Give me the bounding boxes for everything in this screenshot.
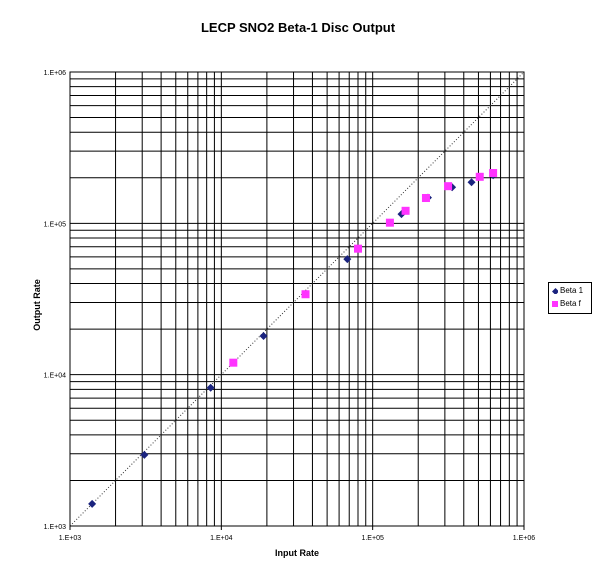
x-tick-label: 1.E+03 (59, 535, 81, 542)
chart-title: LECP SNO2 Beta-1 Disc Output (200, 20, 396, 35)
beta-f-point (489, 169, 498, 178)
legend-entry-beta-1: Beta 1 (552, 286, 583, 296)
x-tick-label: 1.E+06 (513, 535, 535, 542)
beta-1-point (259, 332, 268, 341)
x-axis-label: Input Rate (275, 548, 319, 558)
legend: Beta 1 Beta f (548, 282, 592, 314)
beta-f-point (444, 182, 453, 191)
y-tick-label: 1.E+03 (44, 524, 66, 531)
x-tick-label: 1.E+05 (361, 535, 383, 542)
beta-f-point (421, 194, 430, 203)
legend-entry-beta-f: Beta f (552, 299, 581, 309)
y-tick-label: 1.E+04 (44, 373, 66, 380)
beta-f-point (354, 244, 363, 253)
y-tick-label: 1.E+05 (44, 221, 66, 228)
data-points (88, 169, 498, 508)
square-marker-icon (552, 301, 558, 307)
beta-f-point (301, 290, 310, 299)
beta-f-point (385, 218, 394, 227)
plot-border (69, 71, 525, 527)
y-axis-label: Output Rate (32, 279, 42, 331)
beta-1-point (140, 450, 149, 459)
grid-lines (69, 72, 524, 527)
beta-1-point (467, 178, 476, 187)
beta-f-point (229, 358, 238, 367)
y-tick-label: 1.E+06 (44, 70, 66, 77)
beta-1-point (343, 255, 352, 264)
beta-1-point (206, 383, 215, 392)
beta-f-point (401, 206, 410, 215)
tick-labels: 1.E+03 1.E+04 1.E+05 1.E+06 1.E+03 1.E+04 1.E+… (44, 70, 536, 542)
beta-1-point (88, 499, 97, 508)
plot-frame (69, 71, 525, 527)
legend-label: Beta 1 (560, 286, 584, 295)
reference-line (69, 71, 525, 527)
legend-label: Beta f (560, 299, 581, 308)
diamond-marker-icon (552, 288, 558, 294)
y-equals-x-line (69, 71, 525, 527)
x-tick-label: 1.E+04 (210, 535, 232, 542)
beta-f-point (475, 172, 484, 181)
